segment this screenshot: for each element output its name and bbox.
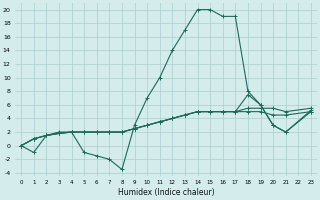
X-axis label: Humidex (Indice chaleur): Humidex (Indice chaleur) [118,188,214,197]
